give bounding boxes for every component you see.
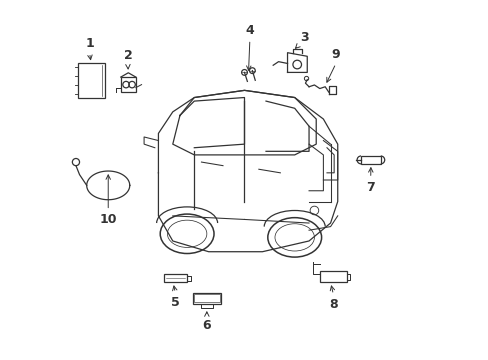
Text: 4: 4	[245, 23, 254, 37]
Bar	[194, 294, 219, 302]
Text: 3: 3	[300, 31, 308, 44]
Text: 10: 10	[99, 213, 117, 226]
Text: 6: 6	[202, 319, 211, 332]
Text: 9: 9	[331, 48, 340, 60]
Text: 5: 5	[171, 296, 179, 309]
Text: 7: 7	[366, 181, 374, 194]
Bar	[192, 293, 221, 304]
Text: 1: 1	[85, 37, 94, 50]
Text: 8: 8	[328, 298, 337, 311]
Bar	[319, 271, 346, 282]
Bar	[163, 274, 187, 282]
Bar	[121, 77, 136, 92]
Text: 2: 2	[123, 49, 132, 62]
Bar	[360, 156, 380, 164]
Bar	[78, 63, 104, 98]
